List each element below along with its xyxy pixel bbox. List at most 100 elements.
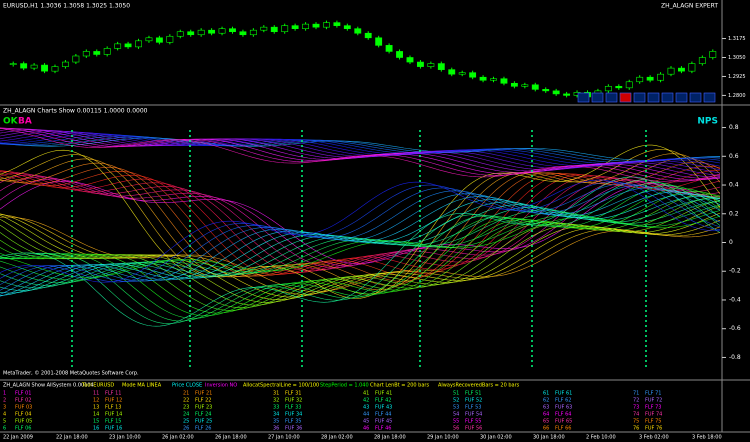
panel-cell: 66	[543, 426, 549, 432]
panel-cell: 62	[543, 398, 549, 404]
panel-cell: 21	[183, 391, 189, 397]
status-ok: OK	[3, 117, 19, 127]
y-tick-label: -0.6	[729, 325, 741, 332]
candle	[41, 64, 48, 72]
panel-cell: FUF 41	[375, 391, 392, 397]
y-tick-label: 0.6	[729, 153, 739, 160]
candle	[281, 25, 289, 33]
panel-cell: FLF 71	[645, 391, 662, 397]
panel-header: StepPeriod = 1.040	[320, 383, 369, 389]
panel-cell: 22	[183, 398, 189, 404]
wave-line	[0, 169, 721, 275]
candle	[208, 29, 216, 34]
panel-cell: FUF 36	[285, 426, 302, 432]
candle	[20, 63, 28, 69]
wave-line	[0, 189, 721, 297]
panel-cell: 33	[273, 405, 279, 411]
y-tick-label: 0	[729, 239, 733, 246]
panel-cell: FUF 43	[375, 405, 392, 411]
panel-cell: FLF 75	[645, 419, 662, 425]
panel-cell: FLF 24	[195, 412, 212, 418]
panel-cell: FUF 32	[285, 398, 302, 404]
candle	[323, 22, 330, 28]
candle	[678, 67, 685, 72]
time-label: 3 Feb 02:00	[639, 435, 669, 441]
panel-cell: 56	[453, 426, 459, 432]
panel-cell: 11	[93, 391, 99, 397]
panel-cell: 61	[543, 391, 549, 397]
panel-cell: 4	[3, 412, 6, 418]
candle	[61, 61, 69, 67]
candle	[542, 89, 550, 92]
candle	[396, 51, 403, 58]
panel-cell: 71	[633, 391, 639, 397]
time-label: 28 Jan 18:00	[374, 435, 406, 441]
y-tick-label: 1.3175	[728, 36, 746, 42]
candle	[490, 78, 497, 81]
panel-cell: 13	[93, 405, 99, 411]
panel-cell: FUF 14	[105, 412, 122, 418]
wave-line	[0, 176, 721, 327]
panel-cell: 43	[363, 405, 369, 411]
candle	[333, 22, 341, 26]
panel-header: Tool EURUSD	[81, 383, 114, 389]
panel-cell: 76	[633, 426, 639, 432]
panel-cell: FUF 76	[645, 426, 662, 432]
candle	[229, 28, 236, 33]
candle	[103, 48, 111, 55]
panel-cell: 46	[363, 426, 369, 432]
panel-cell: 6	[3, 426, 6, 432]
wave-line	[0, 193, 721, 311]
candle	[239, 31, 247, 36]
panel-cell: 54	[453, 412, 459, 418]
candle	[427, 63, 435, 67]
panel-cell: 14	[93, 412, 99, 418]
candle	[270, 26, 278, 33]
candle	[437, 63, 445, 70]
panel-cell: 23	[183, 405, 189, 411]
panel-cell: FUF 05	[15, 419, 32, 425]
time-label: 30 Jan 02:00	[480, 435, 512, 441]
panel-cell: FLF 11	[105, 391, 122, 397]
panel-cell: 32	[273, 398, 279, 404]
panel-cell: FLF 44	[375, 412, 392, 418]
wave-line	[0, 187, 721, 295]
candle	[155, 37, 163, 43]
panel-cell: 73	[633, 405, 639, 411]
panel-cell: 74	[633, 412, 639, 418]
panel-cell: FUF 72	[645, 398, 662, 404]
panel-cell: FLF 42	[375, 398, 392, 404]
panel-cell: 42	[363, 398, 369, 404]
candle	[312, 23, 320, 28]
panel-cell: FUF 23	[195, 405, 212, 411]
wave-line	[0, 185, 721, 291]
candle	[187, 31, 195, 36]
candle	[302, 23, 310, 29]
time-label: 2 Feb 10:00	[586, 435, 616, 441]
wave-line	[0, 182, 721, 322]
candle	[72, 55, 80, 63]
panel-cell: 65	[543, 419, 549, 425]
panel-cell: 12	[93, 398, 99, 404]
panel-cell: FUF 65	[555, 419, 572, 425]
time-label: 3 Feb 18:00	[692, 435, 722, 441]
candle	[354, 28, 362, 34]
toolbar-icon	[661, 92, 674, 103]
panel-cell: 34	[273, 412, 279, 418]
panel-cell: FLF 26	[195, 426, 212, 432]
wave-line	[0, 179, 721, 324]
panel-cell: 72	[633, 398, 639, 404]
panel-cell: 53	[453, 405, 459, 411]
candle	[688, 63, 696, 72]
toolbar-icon	[591, 92, 604, 103]
panel-cell: 24	[183, 412, 189, 418]
panel-cell: 45	[363, 419, 369, 425]
toolbar-icon	[633, 92, 646, 103]
candle	[646, 76, 654, 81]
wave-line	[0, 165, 721, 278]
panel-cell: 2	[3, 398, 6, 404]
wave-line	[0, 183, 721, 286]
panel-cell: FLF 73	[645, 405, 662, 411]
panel-cell: FUF 63	[555, 405, 572, 411]
